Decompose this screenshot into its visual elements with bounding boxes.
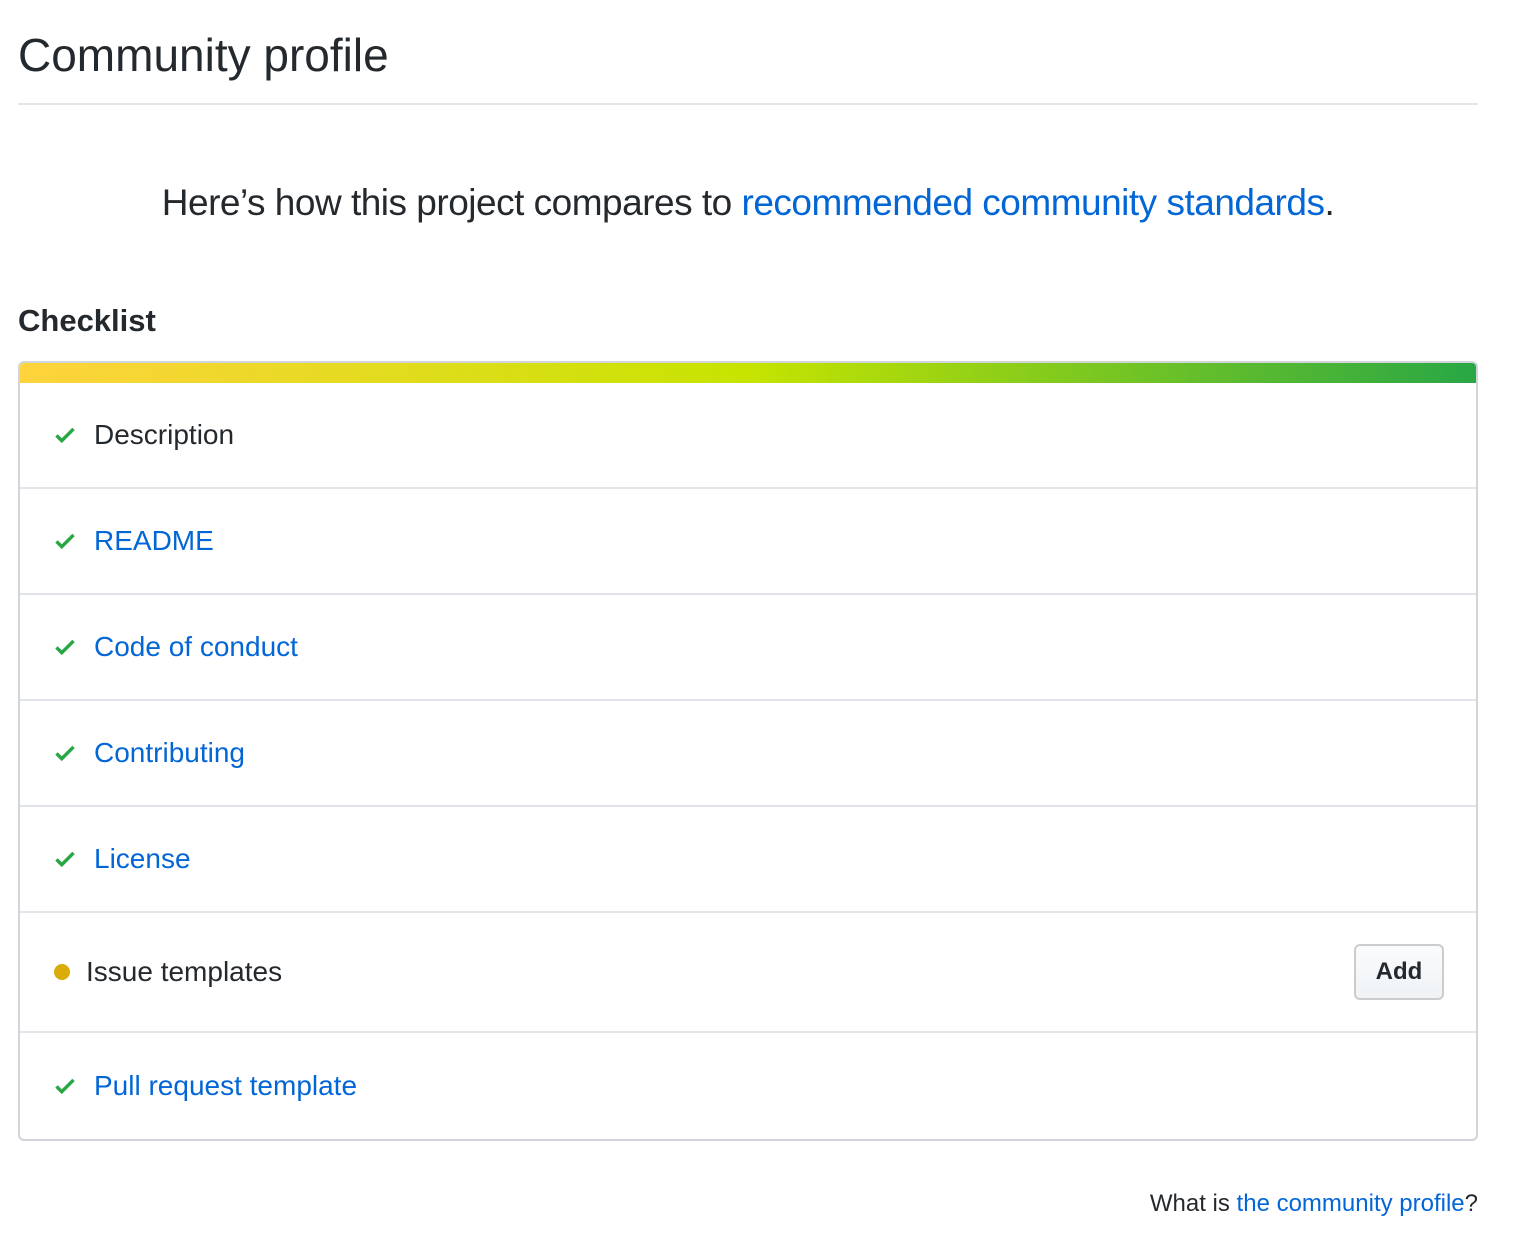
checklist-item-label[interactable]: License	[94, 843, 191, 874]
community-profile-link[interactable]: the community profile	[1236, 1190, 1465, 1217]
checklist-item-label: Issue templates	[86, 956, 283, 987]
checklist-item-label[interactable]: Code of conduct	[94, 631, 298, 662]
checklist-item: License	[20, 805, 1476, 911]
checklist-item-label[interactable]: Contributing	[94, 737, 245, 768]
check-icon	[55, 639, 75, 656]
checklist-box: Description README Code of conduct Contribu…	[18, 361, 1478, 1141]
progress-bar	[20, 363, 1476, 383]
checklist-item: Pull request template	[20, 1031, 1476, 1139]
check-icon	[55, 1078, 75, 1095]
pending-dot-icon	[54, 964, 70, 980]
page-title: Community profile	[18, 0, 1478, 105]
community-standards-link[interactable]: recommended community standards	[741, 182, 1325, 223]
checklist-item: Description	[20, 383, 1476, 487]
checklist-item: Issue templates Add	[20, 911, 1476, 1031]
add-issue-templates-button[interactable]: Add	[1354, 944, 1444, 1000]
check-icon	[55, 745, 75, 762]
check-icon	[55, 851, 75, 868]
checklist-item-label[interactable]: Pull request template	[94, 1070, 358, 1101]
checklist-heading: Checklist	[18, 303, 156, 338]
check-icon	[55, 533, 75, 550]
checklist-item-label: Description	[94, 419, 235, 450]
checklist-item: README	[20, 487, 1476, 593]
checklist-item: Contributing	[20, 699, 1476, 805]
checklist-item: Code of conduct	[20, 593, 1476, 699]
checklist-item-label[interactable]: README	[94, 525, 214, 556]
footer-help: What is the community profile?	[1149, 1190, 1478, 1217]
check-icon	[55, 427, 75, 444]
intro-text: Here’s how this project compares to reco…	[161, 182, 1335, 223]
